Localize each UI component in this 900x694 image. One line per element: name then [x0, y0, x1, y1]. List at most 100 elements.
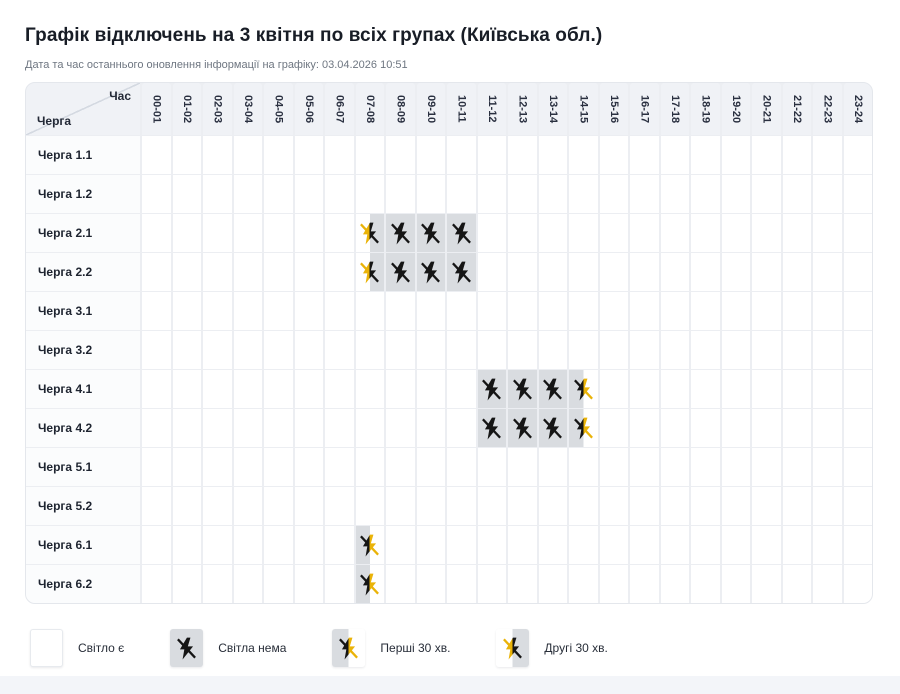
schedule-cell-off: [477, 409, 506, 447]
schedule-cell-on: [752, 487, 781, 525]
schedule-cell-on: [233, 214, 262, 252]
schedule-cell-on: [264, 253, 293, 291]
flash-off-icon: [573, 417, 593, 439]
schedule-cell-on: [782, 214, 811, 252]
schedule-cell-on: [752, 331, 781, 369]
schedule-cell-on: [630, 175, 659, 213]
schedule-cell-on: [813, 487, 842, 525]
schedule-cell-on: [691, 565, 720, 603]
schedule-cell-on: [599, 214, 628, 252]
schedule-cell-on: [691, 487, 720, 525]
schedule-cell-on: [782, 448, 811, 486]
schedule-cell-on: [538, 253, 567, 291]
schedule-cell-on: [294, 526, 323, 564]
schedule-cell-on: [630, 565, 659, 603]
schedule-cell-on: [538, 526, 567, 564]
schedule-cell-on: [599, 565, 628, 603]
schedule-cell-on: [721, 175, 750, 213]
schedule-cell-on: [721, 526, 750, 564]
schedule-cell-second30: [355, 253, 384, 291]
legend-label: Світло є: [78, 641, 125, 655]
schedule-cell-off: [508, 370, 537, 408]
row-label: Черга 4.2: [26, 409, 140, 447]
schedule-cell-on: [843, 370, 872, 408]
schedule-cell-on: [691, 448, 720, 486]
flash-off-icon: [543, 378, 563, 400]
schedule-cell-second30: [355, 214, 384, 252]
time-header-cell: 02-03: [203, 83, 232, 135]
schedule-cell-on: [203, 214, 232, 252]
time-header-cell: 11-12: [477, 83, 506, 135]
schedule-cell-on: [508, 487, 537, 525]
row-label: Черга 2.2: [26, 253, 140, 291]
schedule-cell-on: [813, 214, 842, 252]
schedule-cell-on: [752, 526, 781, 564]
schedule-cell-on: [477, 292, 506, 330]
schedule-cell-on: [142, 526, 171, 564]
schedule-cell-on: [264, 214, 293, 252]
schedule-cell-on: [660, 565, 689, 603]
legend-swatch-first30: [332, 629, 366, 667]
schedule-cell-on: [508, 565, 537, 603]
schedule-cell-on: [660, 526, 689, 564]
schedule-cell-on: [630, 448, 659, 486]
schedule-cell-on: [233, 487, 262, 525]
schedule-cell-on: [599, 526, 628, 564]
schedule-cell-on: [325, 409, 354, 447]
time-header-cell: 03-04: [233, 83, 262, 135]
schedule-cell-on: [782, 136, 811, 174]
schedule-cell-on: [142, 409, 171, 447]
schedule-cell-on: [843, 526, 872, 564]
schedule-cell-on: [233, 370, 262, 408]
schedule-cell-on: [477, 448, 506, 486]
schedule-cell-on: [203, 565, 232, 603]
schedule-cell-on: [813, 370, 842, 408]
schedule-cell-on: [538, 448, 567, 486]
schedule-cell-on: [172, 175, 201, 213]
time-header-cell: 06-07: [325, 83, 354, 135]
row-label: Черга 4.1: [26, 370, 140, 408]
schedule-cell-on: [630, 370, 659, 408]
time-header-cell: 13-14: [538, 83, 567, 135]
schedule-cell-on: [447, 526, 476, 564]
schedule-cell-on: [142, 292, 171, 330]
schedule-cell-on: [752, 214, 781, 252]
schedule-cell-on: [203, 526, 232, 564]
row-label: Черга 2.1: [26, 214, 140, 252]
schedule-cell-on: [447, 331, 476, 369]
flash-off-icon: [512, 378, 532, 400]
row-label: Черга 6.2: [26, 565, 140, 603]
time-header-cell: 04-05: [264, 83, 293, 135]
schedule-cell-on: [630, 292, 659, 330]
schedule-cell-on: [447, 565, 476, 603]
schedule-cell-on: [447, 136, 476, 174]
schedule-cell-on: [172, 526, 201, 564]
schedule-cell-on: [843, 487, 872, 525]
schedule-cell-on: [233, 136, 262, 174]
schedule-cell-on: [325, 487, 354, 525]
schedule-cell-on: [508, 526, 537, 564]
schedule-cell-on: [447, 370, 476, 408]
schedule-cell-on: [325, 136, 354, 174]
schedule-cell-on: [660, 331, 689, 369]
row-label: Черга 1.1: [26, 136, 140, 174]
schedule-cell-on: [203, 253, 232, 291]
schedule-cell-on: [660, 370, 689, 408]
flash-off-icon: [390, 261, 410, 283]
schedule-cell-on: [660, 175, 689, 213]
schedule-cell-on: [355, 175, 384, 213]
schedule-cell-on: [172, 331, 201, 369]
flash-off-icon: [360, 261, 380, 283]
schedule-cell-on: [477, 565, 506, 603]
schedule-cell-on: [294, 331, 323, 369]
schedule-cell-on: [782, 526, 811, 564]
schedule-cell-on: [203, 292, 232, 330]
schedule-cell-on: [203, 487, 232, 525]
schedule-cell-on: [264, 448, 293, 486]
legend-label: Другі 30 хв.: [544, 641, 608, 655]
schedule-cell-on: [691, 175, 720, 213]
schedule-cell-on: [416, 409, 445, 447]
schedule-cell-on: [660, 448, 689, 486]
schedule-cell-off: [447, 253, 476, 291]
row-label: Черга 3.1: [26, 292, 140, 330]
